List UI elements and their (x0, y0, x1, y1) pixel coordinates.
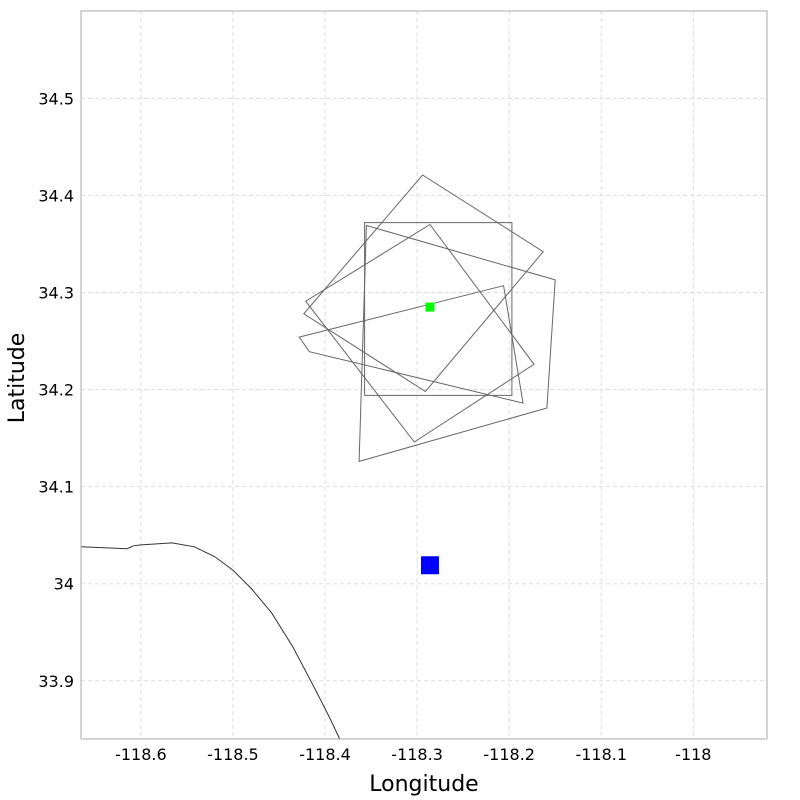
x-tick-label: -118.1 (575, 745, 627, 764)
footprints (298, 174, 556, 463)
y-tick-label: 34.2 (38, 381, 74, 400)
coastline (80, 542, 341, 740)
x-tick-label: -118.6 (115, 745, 167, 764)
y-tick-labels: 33.9 34 34.1 34.2 34.3 34.4 34.5 (38, 89, 74, 690)
marker-point (420, 556, 439, 575)
x-tick-labels: -118.6 -118.5 -118.4 -118.3 -118.2 -118.1 -118 (115, 745, 711, 764)
plot-frame (80, 10, 768, 740)
markers (420, 302, 439, 575)
x-tick-label: -118.4 (299, 745, 351, 764)
y-tick-label: 33.9 (38, 672, 74, 691)
x-tick-label: -118.2 (483, 745, 535, 764)
x-tick-label: -118.5 (207, 745, 259, 764)
footprint-polygon (358, 224, 556, 463)
x-axis-title: Longitude (369, 772, 478, 797)
y-tick-label: 34.4 (38, 186, 74, 205)
grid (81, 11, 767, 739)
marker-point (425, 302, 435, 312)
footprint-polygon (303, 174, 544, 393)
coastline-line (80, 542, 341, 740)
y-tick-label: 34.1 (38, 478, 74, 497)
y-tick-label: 34.3 (38, 283, 74, 302)
footprint-polygon (364, 222, 513, 396)
plot-background (81, 11, 767, 739)
footprint-polygon (298, 285, 524, 404)
y-axis-title: Latitude (5, 333, 30, 424)
x-tick-label: -118 (675, 745, 711, 764)
footprint-polygon (304, 223, 535, 443)
y-tick-label: 34.5 (38, 89, 74, 108)
y-tick-label: 34 (54, 575, 74, 594)
x-tick-label: -118.3 (391, 745, 443, 764)
